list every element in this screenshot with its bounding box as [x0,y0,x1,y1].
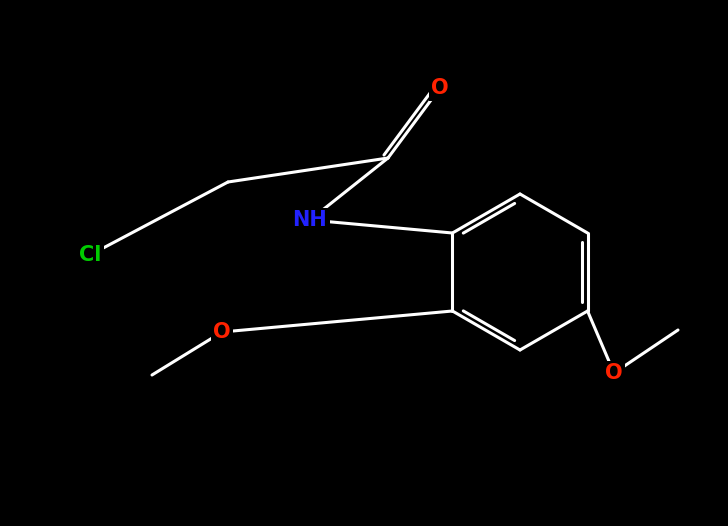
Text: Cl: Cl [79,245,101,265]
Text: NH: NH [293,210,328,230]
Text: O: O [605,363,623,383]
Text: O: O [213,322,231,342]
Text: O: O [431,78,449,98]
